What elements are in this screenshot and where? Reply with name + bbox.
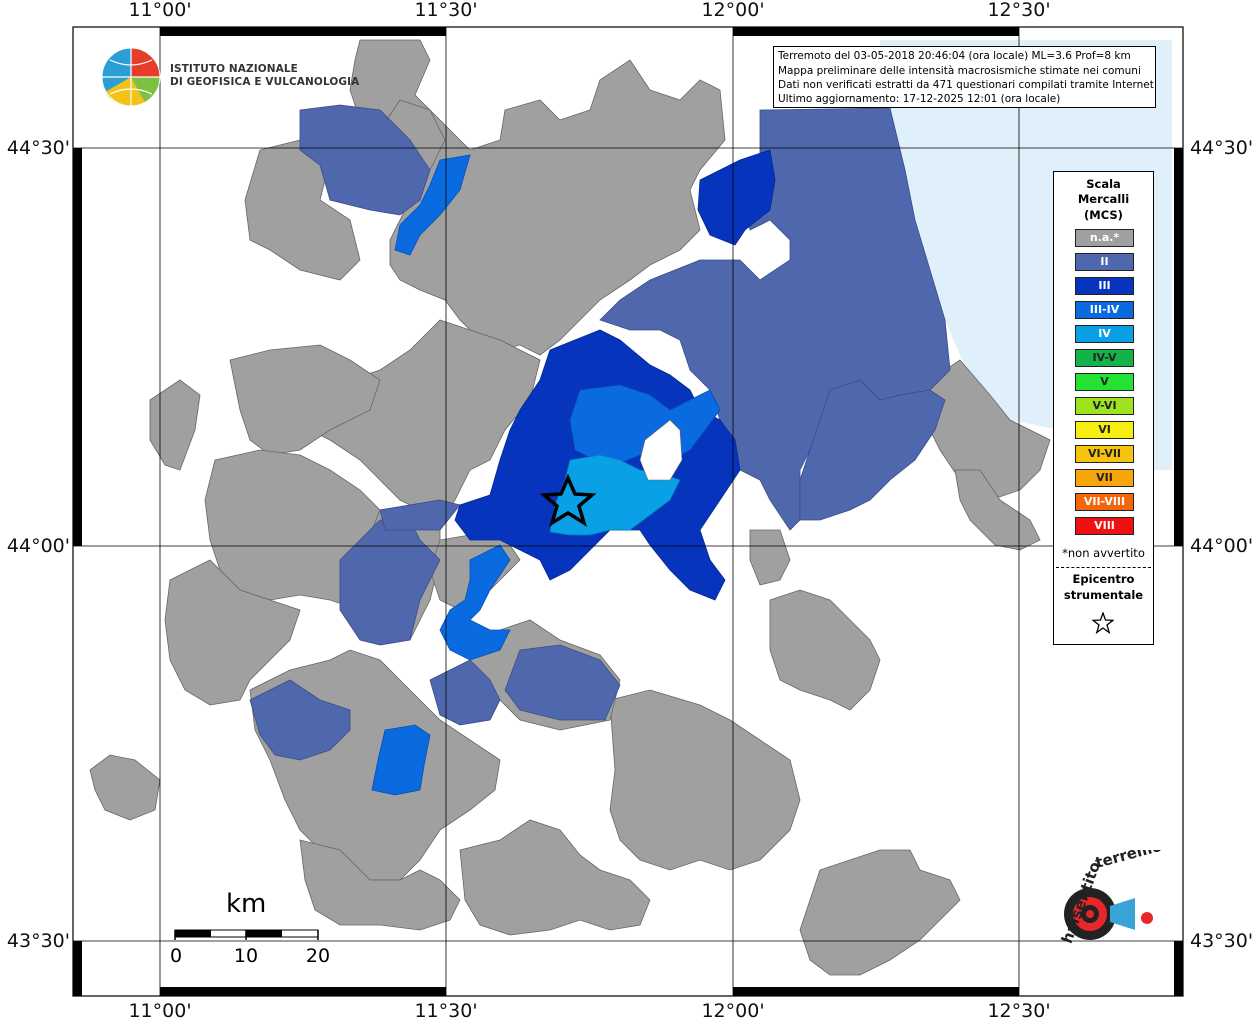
legend-swatch-viii: VIII — [1075, 517, 1134, 535]
legend-na-note: *non avvertito — [1062, 546, 1145, 560]
scale-bar — [174, 929, 319, 940]
legend-swatch-iv: IV — [1075, 325, 1134, 343]
frame-ticks — [73, 27, 1183, 996]
municipalities-intensity-iii-iv — [371, 154, 721, 796]
haisentito-logo-icon[interactable]: haisentito terremoto — [1035, 850, 1165, 975]
lon-label-top-1: 11°00' — [128, 0, 192, 21]
lon-label-bottom-4: 12°30' — [987, 1000, 1051, 1022]
legend-swatch-n-a-: n.a.* — [1075, 229, 1134, 247]
legend-separator — [1056, 567, 1151, 568]
ingv-logo-icon — [101, 47, 161, 107]
lon-label-top-4: 12°30' — [987, 0, 1051, 21]
institute-name: ISTITUTO NAZIONALE DI GEOFISICA E VULCAN… — [170, 63, 359, 89]
legend-swatch-vi-vii: VI-VII — [1075, 445, 1134, 463]
legend-title-3: (MCS) — [1084, 208, 1123, 222]
no-data-area — [639, 419, 683, 481]
svg-text:terremoto: terremoto — [1093, 850, 1165, 872]
institute-line-2: DI GEOFISICA E VULCANOLOGIA — [170, 76, 360, 88]
legend-swatch-ii: II — [1075, 253, 1134, 271]
scale-label-0: 0 — [169, 945, 183, 967]
legend-swatch-iv-v: IV-V — [1075, 349, 1134, 367]
lat-label-right-2: 44°00' — [1190, 535, 1254, 557]
info-line-1: Terremoto del 03-05-2018 20:46:04 (ora l… — [778, 50, 1131, 62]
epicenter-star — [539, 473, 597, 527]
intensity-legend: Scala Mercalli (MCS) n.a.* II III III-IV IV I… — [1053, 171, 1154, 645]
legend-swatch-vi: VI — [1075, 421, 1134, 439]
legend-swatch-vii: VII — [1075, 469, 1134, 487]
event-info-box: Terremoto del 03-05-2018 20:46:04 (ora l… — [773, 46, 1158, 108]
lon-label-bottom-3: 12°00' — [701, 1000, 765, 1022]
legend-swatch-iii: III — [1075, 277, 1134, 295]
info-line-3: Dati non verificati estratti da 471 ques… — [778, 79, 1158, 91]
lat-label-right-1: 44°30' — [1190, 137, 1254, 159]
lat-label-left-2: 44°00' — [6, 535, 70, 557]
legend-swatch-v-vi: V-VI — [1075, 397, 1134, 415]
lon-label-bottom-2: 11°30' — [414, 1000, 478, 1022]
institute-line-1: ISTITUTO NAZIONALE — [170, 63, 298, 75]
legend-swatch-vii-viii: VII-VIII — [1075, 493, 1134, 511]
legend-title-1: Scala — [1086, 177, 1121, 191]
scale-label-10: 10 — [233, 945, 259, 967]
legend-title-2: Mercalli — [1077, 192, 1130, 206]
lat-label-right-3: 43°30' — [1190, 930, 1254, 952]
graticule — [73, 27, 1183, 996]
legend-swatch-v: V — [1075, 373, 1134, 391]
lon-label-top-2: 11°30' — [414, 0, 478, 21]
legend-swatch-iii-iv: III-IV — [1075, 301, 1134, 319]
legend-epicenter-2: strumentale — [1063, 588, 1144, 602]
legend-epicenter-1: Epicentro — [1072, 572, 1135, 586]
lat-label-left-1: 44°30' — [6, 137, 70, 159]
scale-label-20: 20 — [305, 945, 331, 967]
scale-unit: km — [226, 889, 267, 919]
municipalities-intensity-ii — [249, 104, 951, 761]
lat-label-left-3: 43°30' — [6, 930, 70, 952]
info-line-2: Mappa preliminare delle intensità macros… — [778, 65, 1141, 77]
legend-star-icon — [1092, 612, 1114, 634]
info-line-4: Ultimo aggiornamento: 17-12-2025 12:01 (… — [778, 93, 1061, 105]
lon-label-top-3: 12°00' — [701, 0, 765, 21]
lon-label-bottom-1: 11°00' — [128, 1000, 192, 1022]
